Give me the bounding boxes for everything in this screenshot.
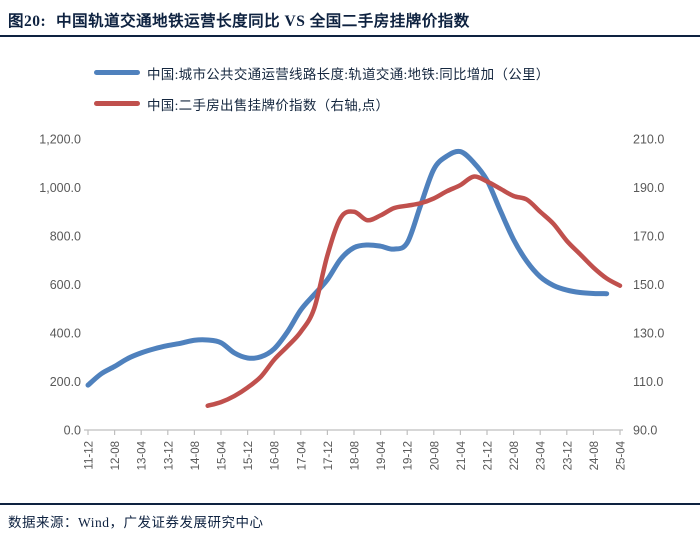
footer-divider [0, 503, 700, 505]
x-axis-label: 13-04 [137, 440, 149, 470]
left-axis-label: 800.0 [50, 230, 81, 244]
chart-title: 图20: 中国轨道交通地铁运营长度同比 VS 全国二手房挂牌价指数 [8, 9, 692, 31]
right-axis-label: 190.0 [633, 181, 664, 195]
x-axis-label: 23-12 [562, 441, 574, 470]
x-axis-label: 25-04 [616, 440, 628, 470]
chart-title-prefix: 图20: [8, 13, 47, 30]
legend-item-listing-price: 中国:二手房出售挂牌价指数（右轴,点） [94, 88, 550, 119]
x-axis-label: 21-12 [483, 441, 495, 470]
metro-length-line-series [85, 148, 610, 388]
right-axis-label: 150.0 [633, 278, 664, 292]
x-axis-label: 12-08 [110, 441, 122, 470]
x-axis-label: 15-12 [243, 441, 255, 470]
x-axis-label: 22-08 [509, 441, 521, 470]
red-line-swatch [94, 101, 140, 106]
x-axis-label: 24-08 [589, 441, 601, 470]
legend-item-metro: 中国:城市公共交通运营线路长度:轨道交通:地铁:同比增加（公里） [94, 57, 550, 88]
left-axis-label: 200.0 [50, 375, 81, 389]
x-axis-label: 19-04 [376, 440, 388, 470]
x-axis-label: 21-04 [456, 440, 468, 470]
left-axis-label: 600.0 [50, 278, 81, 292]
x-axis-label: 19-12 [403, 441, 415, 470]
x-axis-label: 17-04 [296, 440, 308, 470]
x-axis-label: 20-08 [429, 441, 441, 470]
right-axis-label: 210.0 [633, 133, 664, 147]
x-axis-label: 15-04 [217, 440, 229, 470]
right-axis-label: 90.0 [633, 424, 657, 438]
left-axis-label: 0.0 [64, 424, 81, 438]
x-axis-label: 23-04 [536, 440, 548, 470]
x-axis-label: 11-12 [84, 441, 96, 470]
legend-label-listing-price: 中国:二手房出售挂牌价指数（右轴,点） [147, 97, 390, 113]
x-axis-label: 18-08 [350, 441, 362, 470]
chart-title-text: 中国轨道交通地铁运营长度同比 VS 全国二手房挂牌价指数 [56, 13, 470, 30]
x-axis-label: 14-08 [190, 441, 202, 470]
left-axis-label: 1,200.0 [39, 133, 81, 147]
right-axis-label: 130.0 [633, 327, 664, 341]
left-axis-label: 1,000.0 [39, 181, 81, 195]
right-axis-label: 110.0 [633, 375, 663, 389]
blue-line-swatch [94, 70, 140, 75]
x-axis-label: 13-12 [163, 441, 175, 470]
left-axis-label: 400.0 [50, 327, 81, 341]
x-axis-label: 16-08 [270, 441, 282, 470]
chart-legend: 中国:城市公共交通运营线路长度:轨道交通:地铁:同比增加（公里） 中国:二手房出… [94, 57, 550, 119]
x-axis-label: 17-12 [323, 441, 335, 470]
right-axis-label: 170.0 [633, 230, 664, 244]
legend-label-metro: 中国:城市公共交通运营线路长度:轨道交通:地铁:同比增加（公里） [147, 66, 550, 82]
listing-price-index-line-series [205, 174, 623, 408]
title-divider [0, 35, 700, 37]
data-source: 数据来源：Wind，广发证券发展研究中心 [8, 515, 264, 530]
